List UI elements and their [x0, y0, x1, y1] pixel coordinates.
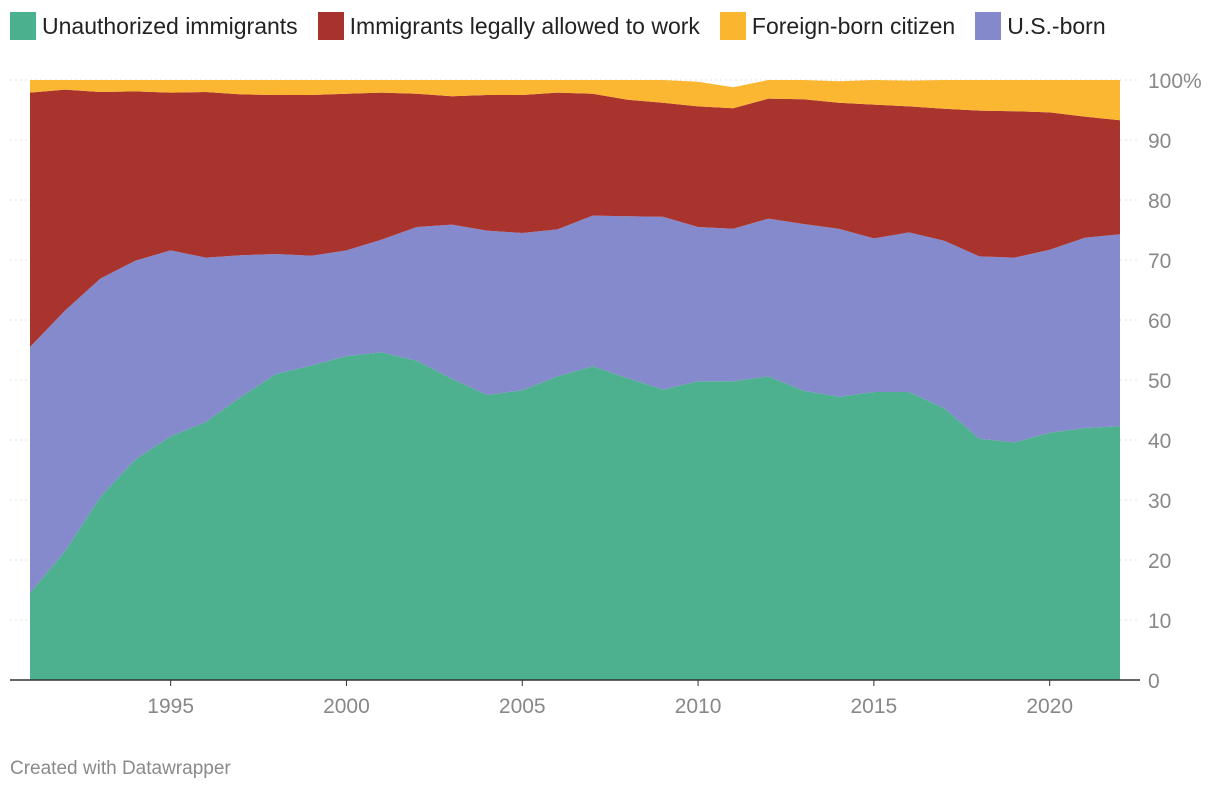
- legend-swatch-unauthorized: [10, 12, 36, 40]
- x-tick-label-2020: 2020: [1026, 695, 1073, 718]
- legend-label-unauthorized: Unauthorized immigrants: [42, 12, 298, 39]
- legend-item-unauthorized: Unauthorized immigrants: [10, 12, 298, 40]
- legend-swatch-foreign-born-citizen: [719, 12, 746, 40]
- y-tick-label-10: 10: [1148, 610, 1171, 633]
- legend: Unauthorized immigrants Immigrants legal…: [10, 12, 1126, 40]
- y-tick-label-100: 100%: [1148, 70, 1202, 93]
- legend-label-us-born: U.S.-born: [1007, 12, 1106, 39]
- x-tick-label-1995: 1995: [147, 695, 194, 718]
- y-axis-ticks: 0 10 20 30 40 50 60 70 80 90 100%: [1148, 70, 1202, 693]
- area-immigrants-legally-allowed-to-work: [30, 89, 1120, 347]
- legend-swatch-legal-work: [317, 12, 344, 40]
- legend-label-legal-work: Immigrants legally allowed to work: [349, 12, 700, 39]
- legend-swatch-us-born: [975, 12, 1002, 40]
- y-tick-label-70: 70: [1148, 250, 1171, 273]
- y-tick-label-20: 20: [1148, 550, 1171, 573]
- legend-item-legal-work: Immigrants legally allowed to work: [317, 12, 700, 40]
- y-tick-label-60: 60: [1148, 310, 1171, 333]
- area-unauthorized-immigrants: [30, 352, 1120, 680]
- y-tick-label-0: 0: [1148, 670, 1160, 693]
- legend-label-foreign-born-citizen: Foreign-born citizen: [751, 12, 956, 39]
- y-tick-label-30: 30: [1148, 490, 1171, 513]
- x-tick-label-2015: 2015: [851, 695, 898, 718]
- area-foreign-born-citizen: [30, 80, 1120, 121]
- legend-item-us-born: U.S.-born: [975, 12, 1106, 40]
- area-series: [30, 80, 1120, 680]
- credit-text: Created with Datawrapper: [10, 758, 231, 779]
- y-tick-label-90: 90: [1148, 130, 1171, 153]
- x-tick-label-2010: 2010: [675, 695, 722, 718]
- y-tick-label-50: 50: [1148, 370, 1171, 393]
- y-tick-label-40: 40: [1148, 430, 1171, 453]
- x-tick-label-2000: 2000: [323, 695, 370, 718]
- area-u-s-born: [30, 215, 1120, 593]
- y-tick-label-80: 80: [1148, 190, 1171, 213]
- legend-item-foreign-born-citizen: Foreign-born citizen: [719, 12, 956, 40]
- x-axis-ticks: 1995 2000 2005 2010 2015 2020: [147, 680, 1073, 718]
- x-tick-label-2005: 2005: [499, 695, 546, 718]
